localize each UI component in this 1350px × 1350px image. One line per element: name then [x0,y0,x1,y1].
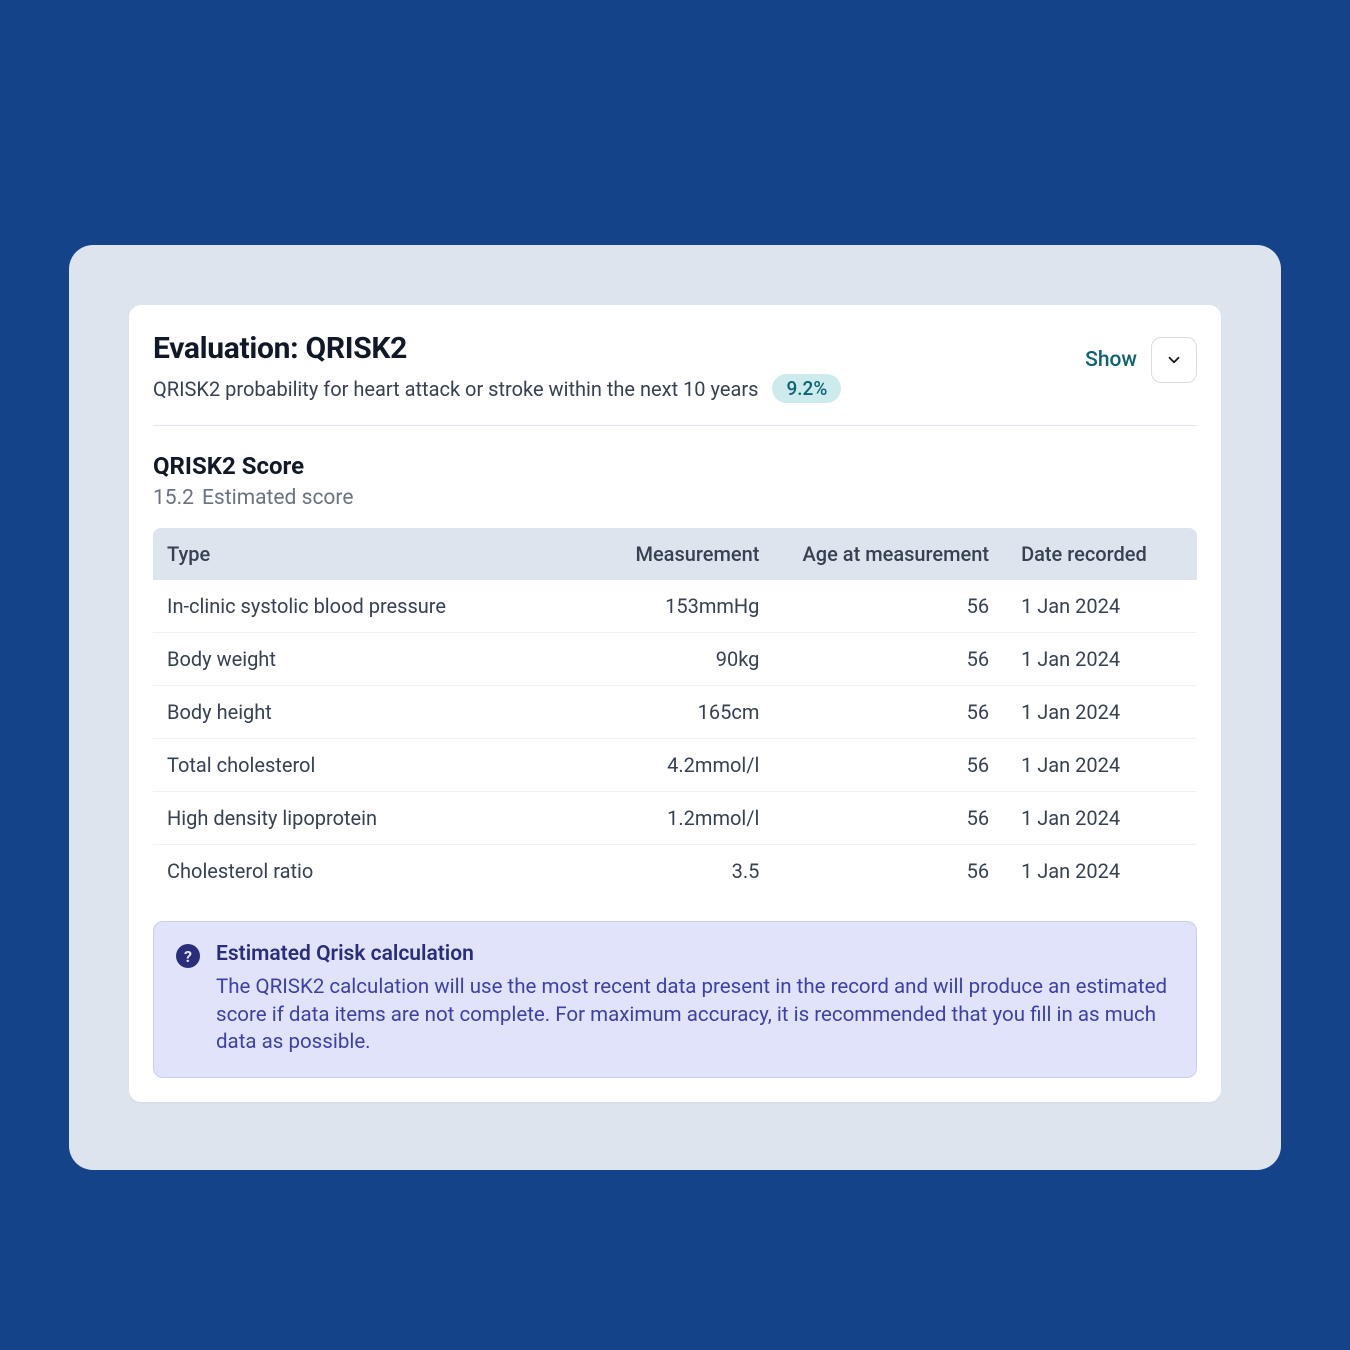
cell-age: 56 [779,792,1009,845]
measurements-table: Type Measurement Age at measurement Date… [153,528,1197,897]
info-callout: ? Estimated Qrisk calculation The QRISK2… [153,921,1197,1078]
score-value: 15.2 [153,486,194,510]
cell-type: In-clinic systolic blood pressure [153,580,550,633]
score-row: 15.2 Estimated score [153,486,1197,510]
cell-type: Body weight [153,633,550,686]
cell-age: 56 [779,633,1009,686]
cell-type: Total cholesterol [153,739,550,792]
col-age: Age at measurement [779,528,1009,580]
cell-measurement: 4.2mmol/l [550,739,780,792]
evaluation-card: Evaluation: QRISK2 QRISK2 probability fo… [129,305,1221,1102]
help-icon: ? [176,944,200,968]
cell-age: 56 [779,739,1009,792]
cell-date: 1 Jan 2024 [1009,686,1197,739]
expand-button[interactable] [1151,337,1197,383]
cell-type: High density lipoprotein [153,792,550,845]
info-title: Estimated Qrisk calculation [216,942,1174,966]
chevron-down-icon [1165,351,1183,369]
cell-date: 1 Jan 2024 [1009,845,1197,898]
probability-badge: 9.2% [772,374,841,403]
table-row: Total cholesterol4.2mmol/l561 Jan 2024 [153,739,1197,792]
cell-age: 56 [779,845,1009,898]
card-header: Evaluation: QRISK2 QRISK2 probability fo… [153,331,1197,426]
cell-age: 56 [779,686,1009,739]
table-row: Body weight90kg561 Jan 2024 [153,633,1197,686]
col-date: Date recorded [1009,528,1197,580]
cell-date: 1 Jan 2024 [1009,739,1197,792]
page-subtitle: QRISK2 probability for heart attack or s… [153,377,758,401]
cell-measurement: 3.5 [550,845,780,898]
info-content: Estimated Qrisk calculation The QRISK2 c… [216,942,1174,1057]
show-toggle-link[interactable]: Show [1085,348,1137,372]
col-type: Type [153,528,550,580]
cell-date: 1 Jan 2024 [1009,633,1197,686]
table-row: In-clinic systolic blood pressure153mmHg… [153,580,1197,633]
cell-measurement: 165cm [550,686,780,739]
score-label: Estimated score [202,486,354,510]
cell-measurement: 1.2mmol/l [550,792,780,845]
subtitle-row: QRISK2 probability for heart attack or s… [153,374,1085,403]
cell-date: 1 Jan 2024 [1009,580,1197,633]
table-row: Cholesterol ratio3.5561 Jan 2024 [153,845,1197,898]
table-row: Body height165cm561 Jan 2024 [153,686,1197,739]
header-left: Evaluation: QRISK2 QRISK2 probability fo… [153,331,1085,403]
cell-date: 1 Jan 2024 [1009,792,1197,845]
info-text: The QRISK2 calculation will use the most… [216,974,1174,1057]
col-measurement: Measurement [550,528,780,580]
cell-type: Body height [153,686,550,739]
outer-panel: Evaluation: QRISK2 QRISK2 probability fo… [69,245,1281,1170]
cell-type: Cholesterol ratio [153,845,550,898]
cell-measurement: 153mmHg [550,580,780,633]
page-title: Evaluation: QRISK2 [153,331,1085,366]
table-row: High density lipoprotein1.2mmol/l561 Jan… [153,792,1197,845]
header-right: Show [1085,331,1197,383]
cell-measurement: 90kg [550,633,780,686]
score-section-title: QRISK2 Score [153,452,1197,480]
cell-age: 56 [779,580,1009,633]
table-header-row: Type Measurement Age at measurement Date… [153,528,1197,580]
